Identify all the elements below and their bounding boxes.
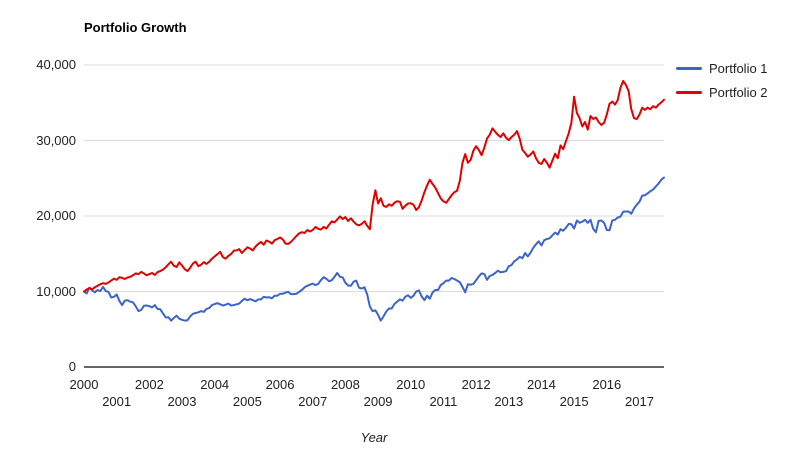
legend-label-portfolio-2: Portfolio 2 [709, 84, 768, 100]
x-tick-label: 2002 [134, 377, 164, 392]
legend-item-portfolio-1[interactable]: Portfolio 1 [676, 56, 768, 80]
x-tick-label: 2001 [102, 394, 132, 409]
x-tick-label: 2005 [232, 394, 262, 409]
x-tick-label: 2016 [592, 377, 622, 392]
x-tick-label: 2007 [298, 394, 328, 409]
chart-title: Portfolio Growth [84, 20, 187, 35]
legend-item-portfolio-2[interactable]: Portfolio 2 [676, 80, 768, 104]
portfolio-2-line-swatch [676, 90, 702, 94]
y-tick-label: 40,000 [36, 57, 76, 72]
x-axis-title: Year [360, 430, 388, 445]
x-tick-label: 2010 [396, 377, 426, 392]
y-tick-label: 10,000 [36, 283, 76, 299]
y-tick-label: 20,000 [36, 208, 76, 223]
y-tick-label: 0 [68, 359, 76, 374]
series-line-portfolio-2 [83, 79, 665, 293]
x-tick-label: 2003 [167, 394, 197, 409]
x-tick-label: 2015 [559, 394, 589, 409]
x-tick-label: 2017 [625, 394, 654, 409]
x-tick-label: 2006 [265, 377, 295, 392]
x-tick-label: 2014 [526, 377, 556, 392]
y-tick-label: 30,000 [36, 132, 76, 148]
series-line-portfolio-1 [83, 176, 665, 322]
x-tick-label: 2013 [494, 394, 524, 409]
x-tick-label: 2000 [69, 377, 99, 392]
x-tick-label: 2011 [429, 394, 458, 409]
x-tick-label: 2012 [461, 377, 491, 392]
portfolio-1-line-swatch [676, 66, 702, 70]
legend: Portfolio 1 Portfolio 2 [676, 56, 768, 104]
legend-label-portfolio-1: Portfolio 1 [709, 60, 768, 76]
x-tick-label: 2008 [330, 377, 360, 392]
x-tick-label: 2004 [200, 377, 230, 392]
x-tick-label: 2009 [363, 394, 393, 409]
